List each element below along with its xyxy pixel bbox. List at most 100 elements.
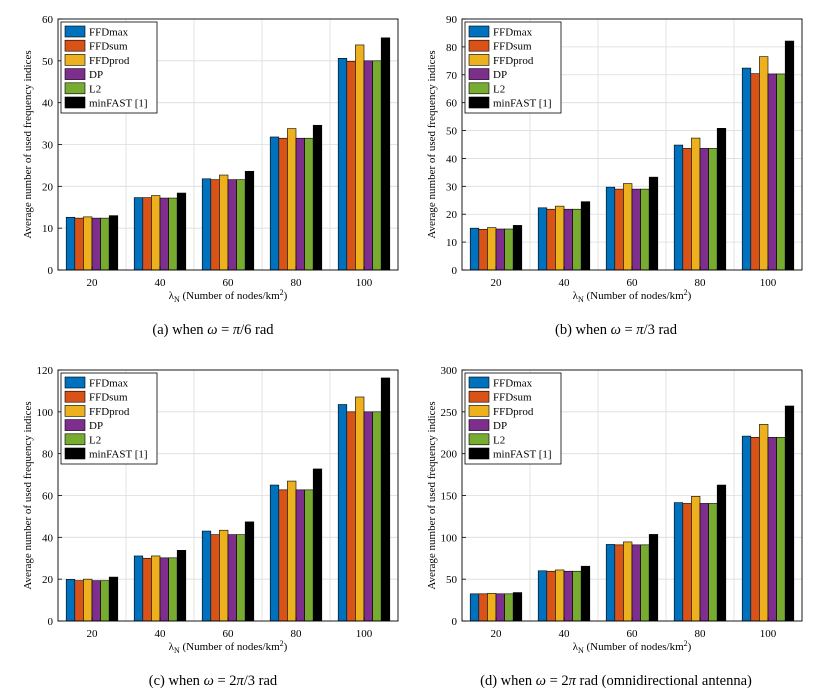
bar-minfast1-20: [512, 592, 523, 622]
bar-ffdsum-60: [614, 544, 624, 622]
y-axis-label: Average number of used frequency indices: [22, 401, 34, 589]
bar-l2-20: [504, 228, 514, 271]
bar-minfast1-100: [380, 37, 391, 271]
y-tick-label: 80: [446, 42, 458, 54]
y-tick-label: 120: [37, 365, 54, 377]
x-axis-label: λN (Number of nodes/km2): [169, 639, 288, 655]
bar-ffdmax-100: [741, 67, 752, 271]
bar-dp-60: [227, 179, 237, 271]
bar-l2-60: [236, 179, 246, 271]
y-tick-label: 40: [42, 98, 54, 110]
bar-dp-20: [495, 228, 505, 271]
bar-minfast1-100: [784, 405, 795, 622]
bar-minfast1-80: [312, 124, 323, 271]
bar-ffdprod-60: [219, 529, 229, 622]
x-tick-label: 80: [291, 628, 303, 640]
x-tick-label: 40: [559, 277, 571, 289]
legend-label: minFAST [1]: [89, 449, 148, 461]
bar-ffdsum-80: [278, 137, 288, 271]
bar-ffdprod-100: [355, 44, 365, 271]
axes-frame: [57, 369, 399, 622]
legend-label: FFDmax: [493, 378, 533, 390]
y-tick-label: 60: [42, 491, 54, 503]
bar-dp-80: [295, 489, 305, 622]
y-tick-label: 50: [42, 56, 54, 68]
legend-label: L2: [493, 83, 505, 95]
legend-swatch: [64, 405, 86, 417]
legend-swatch: [64, 390, 86, 403]
y-axis-label: Average number of used frequency indices: [426, 401, 438, 589]
x-tick-label: 20: [491, 628, 503, 640]
bar-ffdmax-40: [133, 555, 144, 622]
bar-minfast1-40: [176, 549, 187, 622]
y-tick-label: 0: [452, 616, 458, 628]
x-axis-label: λN (Number of nodes/km2): [573, 288, 692, 304]
bar-dp-20: [91, 217, 101, 271]
bar-ffdmax-60: [201, 178, 212, 271]
legend-swatch: [468, 405, 490, 417]
x-tick-label: 60: [223, 277, 235, 289]
y-tick-label: 0: [48, 265, 54, 277]
legend-swatch: [64, 54, 86, 66]
y-tick-label: 40: [42, 532, 54, 544]
y-tick-label: 30: [42, 140, 54, 152]
bar-dp-40: [159, 557, 169, 622]
bar-ffdprod-40: [151, 555, 161, 622]
bar-dp-40: [563, 570, 573, 622]
bar-l2-20: [100, 580, 110, 622]
bar-ffdprod-60: [219, 174, 229, 271]
bar-minfast1-80: [312, 468, 323, 622]
x-tick-label: 80: [695, 628, 707, 640]
bar-ffdsum-60: [210, 179, 220, 271]
legend-label: FFDsum: [493, 41, 532, 53]
legend-label: L2: [89, 83, 101, 95]
axes-frame: [57, 18, 399, 271]
y-tick-label: 50: [446, 126, 458, 138]
legend-swatch: [64, 419, 86, 431]
x-tick-label: 40: [559, 628, 571, 640]
x-tick-label: 100: [356, 628, 373, 640]
legend-label: L2: [493, 434, 505, 446]
x-tick-label: 40: [155, 628, 167, 640]
bar-l2-20: [504, 593, 514, 622]
legend-label: FFDprod: [89, 55, 130, 67]
legend-label: FFDprod: [89, 406, 130, 418]
legend-swatch: [468, 376, 490, 389]
legend-label: FFDsum: [89, 41, 128, 53]
bar-ffdsum-20: [74, 580, 84, 622]
legend-swatch: [64, 25, 86, 38]
bar-ffdprod-80: [287, 128, 297, 271]
bar-minfast1-20: [512, 225, 523, 271]
chart-panel-b: 0 10 20 30 40 50 60 70 80 90 20 40 60 80 100 λN (Number…: [426, 14, 803, 338]
bar-dp-60: [631, 188, 641, 271]
legend-swatch: [468, 447, 490, 460]
y-axis-label: Average number of used frequency indices: [426, 50, 438, 238]
legend-swatch: [64, 376, 86, 389]
bar-ffdsum-100: [750, 437, 760, 622]
y-tick-label: 150: [441, 491, 458, 503]
bar-l2-80: [708, 503, 718, 622]
bar-ffdsum-40: [142, 557, 152, 622]
panel-caption: (b) when ω = π/3 rad: [555, 322, 678, 338]
bar-ffdmax-80: [673, 144, 684, 271]
bar-minfast1-60: [244, 521, 255, 622]
legend-swatch: [468, 68, 490, 80]
bar-ffdprod-100: [355, 396, 365, 622]
legend-swatch: [64, 96, 86, 109]
bar-ffdmax-60: [605, 544, 616, 622]
legend-label: minFAST [1]: [89, 98, 148, 110]
y-tick-label: 70: [446, 70, 458, 82]
legend-label: DP: [89, 420, 103, 432]
legend-swatch: [468, 96, 490, 109]
bar-dp-20: [91, 580, 101, 622]
y-tick-label: 100: [37, 407, 54, 419]
x-axis-label: λN (Number of nodes/km2): [573, 639, 692, 655]
chart-panel-a: 0 10 20 30 40 50 60 20 40 60 80 100 λN (Number of no…: [22, 14, 399, 338]
legend-label: FFDmax: [493, 27, 533, 39]
bar-l2-40: [168, 197, 178, 271]
bar-ffdmax-20: [469, 593, 480, 622]
bar-ffdprod-20: [83, 578, 93, 622]
bar-dp-100: [767, 73, 777, 271]
axes-frame: [461, 369, 803, 622]
bar-minfast1-20: [108, 576, 119, 622]
